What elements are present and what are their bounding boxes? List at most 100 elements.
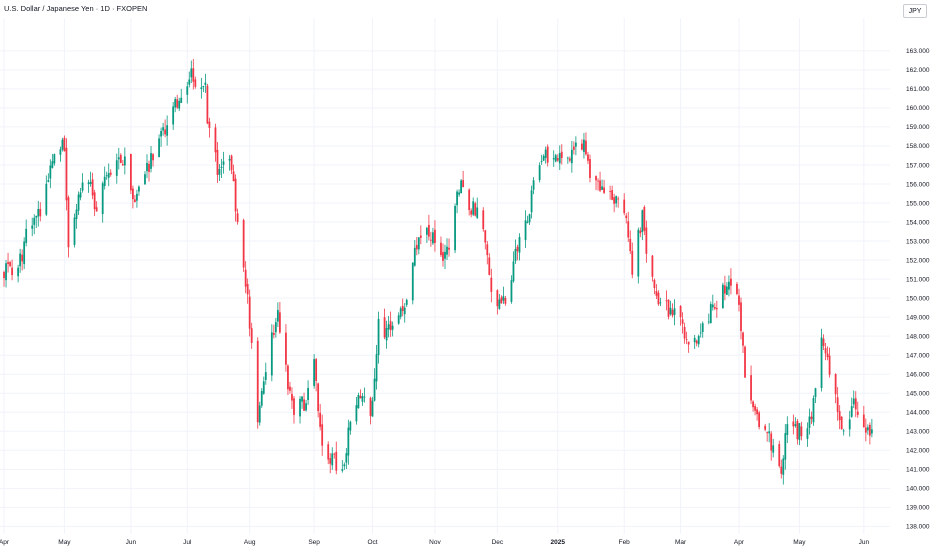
candle-up xyxy=(458,189,460,197)
candle-body xyxy=(333,453,336,455)
candle-down xyxy=(63,135,66,152)
candle-up xyxy=(188,71,191,88)
candle-down xyxy=(250,322,253,349)
candle-up xyxy=(842,428,845,436)
candle-body xyxy=(166,125,169,136)
currency-button[interactable]: JPY xyxy=(903,4,927,18)
candle-up xyxy=(403,303,406,323)
candle-body xyxy=(17,267,20,277)
candle-body xyxy=(440,242,442,256)
candle-up xyxy=(377,311,380,364)
candle-body xyxy=(728,281,730,290)
candle-body xyxy=(659,302,662,304)
candle-body xyxy=(587,154,589,161)
candle-up xyxy=(502,286,505,304)
candle-up xyxy=(270,324,273,382)
candle-down xyxy=(482,207,485,232)
candle-body xyxy=(329,458,332,464)
candle-up xyxy=(123,147,126,175)
candle-down xyxy=(109,169,112,177)
y-tick-label: 160.000 xyxy=(906,105,930,112)
candle-body xyxy=(59,149,62,155)
candle-body xyxy=(417,237,420,250)
candle-up xyxy=(341,460,344,473)
candle-body xyxy=(315,359,318,381)
candle-down xyxy=(287,364,289,395)
candle-body xyxy=(685,339,688,341)
candle-up xyxy=(540,154,543,165)
candle-body xyxy=(540,161,543,162)
candle-body xyxy=(200,87,203,89)
candle-down xyxy=(289,381,291,394)
candle-down xyxy=(645,220,648,263)
candle-body xyxy=(730,278,732,286)
candle-down xyxy=(560,144,563,165)
candle-down xyxy=(599,171,601,193)
candle-down xyxy=(653,278,656,295)
candle-body xyxy=(554,155,557,162)
candle-down xyxy=(321,414,324,456)
candle-down xyxy=(21,249,24,271)
candle-body xyxy=(472,201,475,215)
candle-body xyxy=(639,230,642,234)
candle-down xyxy=(627,211,630,242)
candle-down xyxy=(617,196,620,208)
candle-body xyxy=(95,207,98,212)
candle-down xyxy=(7,252,9,273)
candle-body xyxy=(222,161,225,165)
candle-down xyxy=(657,290,660,306)
candle-body xyxy=(641,210,644,232)
candle-body xyxy=(208,121,211,128)
candle-body xyxy=(216,149,219,175)
x-tick-label: May xyxy=(793,539,806,546)
candle-down xyxy=(595,175,597,191)
candle-up xyxy=(784,424,787,470)
time-axis: Apr May Jun Jul Aug Sep Oct Nov Dec 2025 Feb Mar Apr… xyxy=(0,539,869,546)
candle-body xyxy=(528,214,531,223)
candle-body xyxy=(822,338,825,347)
candle-body xyxy=(778,444,781,467)
candle-down xyxy=(448,238,450,257)
candle-body xyxy=(512,261,515,282)
candle-body xyxy=(77,194,80,211)
candle-body xyxy=(758,412,761,428)
candle-up xyxy=(574,136,577,156)
y-tick-label: 153.000 xyxy=(906,238,930,245)
candle-up xyxy=(77,191,80,215)
candle-body xyxy=(544,149,547,158)
candle-body xyxy=(498,299,501,309)
candle-down xyxy=(95,201,98,212)
candle-body xyxy=(589,159,591,178)
candle-down xyxy=(671,303,674,318)
candle-up xyxy=(349,420,352,435)
candle-body xyxy=(850,406,853,417)
candle-body xyxy=(671,309,674,316)
candle-body xyxy=(852,398,855,405)
candle-up xyxy=(190,60,193,84)
candle-body xyxy=(232,171,235,182)
candle-body xyxy=(736,283,738,294)
candle-body xyxy=(383,317,386,338)
candle-down xyxy=(665,290,668,311)
candle-body xyxy=(331,453,334,466)
x-tick-label: Oct xyxy=(367,539,377,546)
candle-body xyxy=(146,162,148,172)
candle-body xyxy=(446,246,448,255)
candle-body xyxy=(836,397,839,412)
candle-body xyxy=(427,224,430,237)
candle-body xyxy=(148,163,150,172)
candle-body xyxy=(484,230,487,243)
candle-down xyxy=(484,229,487,250)
candle-up xyxy=(202,85,205,92)
candle-body xyxy=(411,262,414,301)
x-tick-label: Sep xyxy=(308,539,320,546)
candle-body xyxy=(307,387,309,400)
y-tick-label: 140.000 xyxy=(906,486,930,493)
candle-body xyxy=(327,444,330,460)
candle-body xyxy=(109,172,112,175)
candle-down xyxy=(631,242,634,279)
candle-body xyxy=(242,220,245,268)
candle-down xyxy=(293,396,295,424)
candle-body xyxy=(669,307,672,315)
